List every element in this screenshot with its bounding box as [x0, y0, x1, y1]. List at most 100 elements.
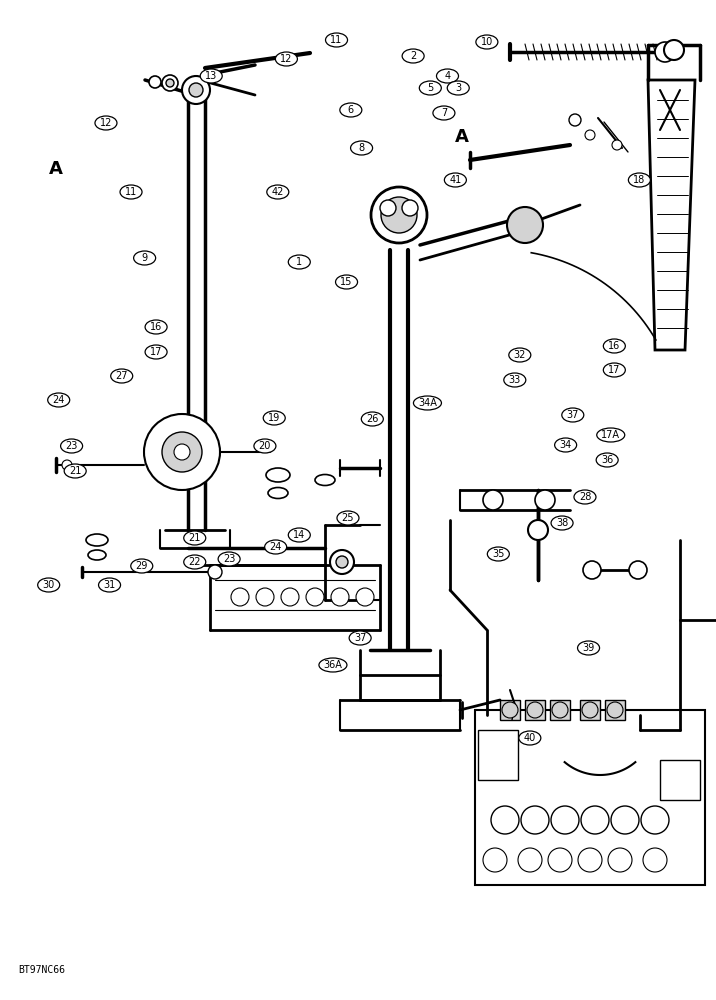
- Text: 21: 21: [188, 533, 201, 543]
- Ellipse shape: [555, 438, 576, 452]
- Ellipse shape: [362, 412, 383, 426]
- Bar: [478, 730, 518, 780]
- Text: 24: 24: [269, 542, 282, 552]
- Text: A: A: [49, 160, 63, 178]
- Circle shape: [569, 114, 581, 126]
- Circle shape: [578, 848, 602, 872]
- Ellipse shape: [488, 547, 509, 561]
- Text: 17A: 17A: [601, 430, 620, 440]
- Circle shape: [581, 806, 609, 834]
- Ellipse shape: [413, 396, 442, 410]
- Circle shape: [149, 76, 161, 88]
- Ellipse shape: [145, 345, 167, 359]
- Text: 33: 33: [508, 375, 521, 385]
- Ellipse shape: [289, 528, 310, 542]
- Text: 23: 23: [65, 441, 78, 451]
- Polygon shape: [648, 80, 695, 350]
- Circle shape: [174, 444, 190, 460]
- Ellipse shape: [445, 173, 466, 187]
- Ellipse shape: [420, 81, 441, 95]
- Text: 16: 16: [150, 322, 163, 332]
- Text: 11: 11: [125, 187, 137, 197]
- Ellipse shape: [120, 185, 142, 199]
- Circle shape: [518, 848, 542, 872]
- Text: 28: 28: [579, 492, 591, 502]
- Text: 18: 18: [633, 175, 646, 185]
- Text: 38: 38: [556, 518, 569, 528]
- Circle shape: [189, 83, 203, 97]
- Circle shape: [655, 42, 675, 62]
- Text: 13: 13: [205, 71, 218, 81]
- Text: 15: 15: [340, 277, 353, 287]
- Ellipse shape: [200, 69, 222, 83]
- Circle shape: [306, 588, 324, 606]
- Text: 17: 17: [150, 347, 163, 357]
- Text: 25: 25: [342, 513, 354, 523]
- Text: 12: 12: [280, 54, 293, 64]
- Circle shape: [643, 848, 667, 872]
- Ellipse shape: [184, 555, 205, 569]
- Circle shape: [552, 702, 568, 718]
- Text: 37: 37: [566, 410, 579, 420]
- Circle shape: [356, 588, 374, 606]
- Circle shape: [507, 207, 543, 243]
- Bar: [550, 700, 570, 720]
- Ellipse shape: [254, 439, 276, 453]
- Text: 30: 30: [42, 580, 55, 590]
- Circle shape: [548, 848, 572, 872]
- Text: 11: 11: [330, 35, 343, 45]
- Circle shape: [611, 806, 639, 834]
- Ellipse shape: [64, 464, 86, 478]
- Ellipse shape: [604, 339, 625, 353]
- Ellipse shape: [319, 658, 347, 672]
- Ellipse shape: [184, 531, 205, 545]
- Bar: [475, 710, 705, 885]
- Text: 40: 40: [523, 733, 536, 743]
- Ellipse shape: [131, 559, 153, 573]
- Bar: [525, 700, 545, 720]
- Ellipse shape: [95, 116, 117, 130]
- Text: 22: 22: [188, 557, 201, 567]
- Ellipse shape: [351, 141, 372, 155]
- Text: 2: 2: [410, 51, 416, 61]
- Ellipse shape: [578, 641, 599, 655]
- Circle shape: [502, 702, 518, 718]
- Text: 4: 4: [445, 71, 450, 81]
- Circle shape: [664, 40, 684, 60]
- Text: 5: 5: [427, 83, 433, 93]
- Ellipse shape: [574, 490, 596, 504]
- Circle shape: [336, 556, 348, 568]
- Ellipse shape: [61, 439, 82, 453]
- Text: 29: 29: [135, 561, 148, 571]
- Ellipse shape: [629, 173, 650, 187]
- Circle shape: [281, 588, 299, 606]
- Ellipse shape: [276, 52, 297, 66]
- Text: 19: 19: [268, 413, 281, 423]
- Circle shape: [208, 565, 222, 579]
- Circle shape: [166, 79, 174, 87]
- Bar: [500, 700, 520, 720]
- Circle shape: [612, 140, 622, 150]
- Text: 20: 20: [258, 441, 271, 451]
- Text: 24: 24: [52, 395, 65, 405]
- Ellipse shape: [509, 348, 531, 362]
- Text: 1: 1: [296, 257, 302, 267]
- Bar: [660, 760, 700, 800]
- Circle shape: [528, 520, 548, 540]
- Text: 37: 37: [354, 633, 367, 643]
- Text: 42: 42: [271, 187, 284, 197]
- Circle shape: [551, 806, 579, 834]
- Ellipse shape: [519, 731, 541, 745]
- Ellipse shape: [267, 185, 289, 199]
- Text: 21: 21: [69, 466, 82, 476]
- Text: 34A: 34A: [418, 398, 437, 408]
- Text: BT97NC66: BT97NC66: [18, 965, 65, 975]
- Text: 26: 26: [366, 414, 379, 424]
- Circle shape: [583, 561, 601, 579]
- Circle shape: [641, 806, 669, 834]
- Text: 31: 31: [103, 580, 116, 590]
- Text: 12: 12: [100, 118, 112, 128]
- Circle shape: [182, 76, 210, 104]
- Ellipse shape: [448, 81, 469, 95]
- Ellipse shape: [88, 550, 106, 560]
